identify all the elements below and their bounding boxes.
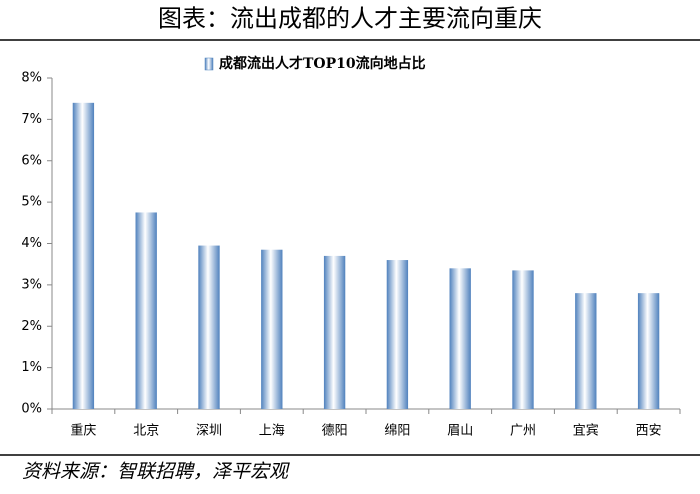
- x-tick-label: 上海: [259, 424, 285, 439]
- y-tick-label: 3%: [21, 277, 42, 292]
- y-tick-label: 7%: [21, 112, 42, 127]
- y-tick-label: 6%: [21, 153, 42, 168]
- bar: [386, 260, 409, 409]
- bar: [135, 212, 157, 409]
- y-tick-label: 0%: [21, 402, 42, 417]
- bar: [72, 102, 95, 409]
- y-tick-label: 1%: [21, 360, 42, 375]
- y-tick-label: 8%: [21, 71, 42, 86]
- legend-swatch: [204, 57, 214, 71]
- x-tick-label: 德阳: [322, 424, 348, 439]
- bar: [449, 268, 471, 409]
- bar: [198, 245, 220, 409]
- x-tick-label: 绵阳: [384, 424, 410, 439]
- y-tick-label: 4%: [21, 236, 42, 251]
- x-tick-label: 深圳: [196, 424, 222, 439]
- bar: [261, 249, 283, 409]
- bar: [512, 270, 534, 409]
- x-tick-label: 广州: [510, 424, 536, 439]
- chart-title: 图表：流出成都的人才主要流向重庆: [158, 5, 542, 33]
- bar: [637, 293, 660, 409]
- x-tick-label: 北京: [133, 424, 159, 439]
- legend-label: 成都流出人才TOP10流向地占比: [219, 55, 426, 72]
- x-tick-label: 宜宾: [573, 423, 599, 439]
- y-tick-label: 2%: [21, 319, 42, 334]
- bar: [323, 255, 346, 409]
- x-tick-label: 西安: [636, 424, 662, 439]
- x-tick-label: 眉山: [447, 424, 473, 439]
- y-tick-label: 5%: [21, 195, 42, 210]
- bar: [575, 293, 597, 409]
- x-tick-label: 重庆: [70, 423, 96, 439]
- source: 资料来源：智联招聘，泽平宏观: [22, 461, 290, 483]
